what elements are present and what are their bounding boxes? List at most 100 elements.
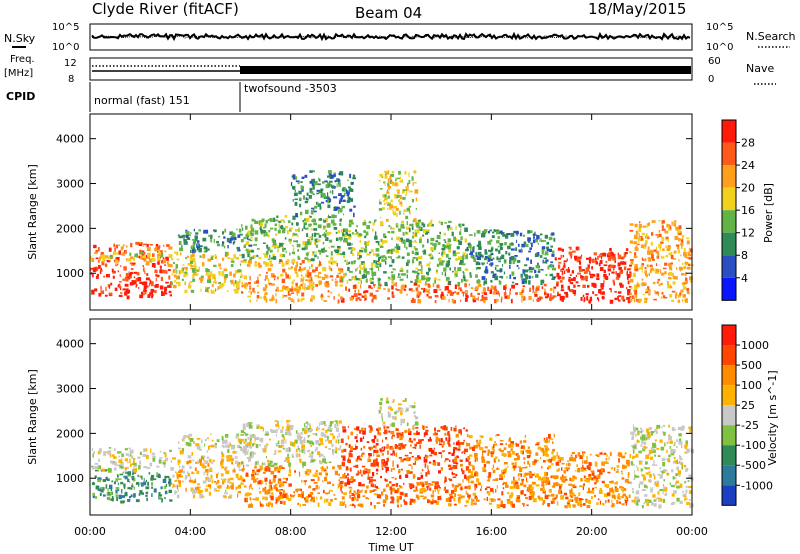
heatmap-cell-region-13 bbox=[591, 266, 593, 270]
heatmap-cell-region-12 bbox=[544, 251, 549, 256]
heatmap-cell-region-5 bbox=[255, 444, 259, 449]
heatmap-cell-region-2 bbox=[188, 460, 192, 464]
heatmap-cell-region-9 bbox=[396, 236, 401, 241]
heatmap-cell-region-9 bbox=[359, 239, 361, 243]
heatmap-cell-region-14 bbox=[669, 285, 673, 289]
heatmap-cell-region-0 bbox=[125, 272, 128, 277]
heatmap-cell-region-4 bbox=[310, 499, 313, 502]
heatmap-cell-region-8 bbox=[360, 284, 362, 289]
heatmap-cell-region-0 bbox=[109, 292, 113, 296]
heatmap-cell-region-7 bbox=[300, 181, 303, 183]
heatmap-cell-region-7 bbox=[411, 465, 413, 470]
heatmap-cell-region-4 bbox=[259, 503, 263, 507]
heatmap-cell-region-4 bbox=[232, 241, 235, 245]
heatmap-cell-region-9 bbox=[405, 231, 408, 235]
heatmap-cell-region-7 bbox=[370, 462, 374, 465]
heatmap-cell-region-14 bbox=[643, 282, 647, 286]
heatmap-cell-region-11 bbox=[511, 284, 515, 289]
heatmap-cell-region-9 bbox=[461, 278, 463, 283]
heatmap-cell-region-6 bbox=[430, 494, 435, 498]
heatmap-cell-region-4 bbox=[247, 238, 251, 241]
heatmap-cell-region-5 bbox=[318, 443, 321, 446]
heatmap-cell-region-10 bbox=[515, 481, 519, 485]
heatmap-cell-region-5 bbox=[270, 464, 275, 468]
heatmap-cell-region-12 bbox=[509, 259, 512, 265]
heatmap-cell-region-4 bbox=[264, 467, 268, 472]
heatmap-cell-region-12 bbox=[527, 230, 531, 234]
heatmap-cell-region-6 bbox=[432, 490, 434, 494]
heatmap-cell-region-7 bbox=[377, 465, 380, 468]
heatmap-cell-region-7 bbox=[404, 454, 409, 457]
heatmap-cell-region-2 bbox=[185, 487, 187, 492]
heatmap-cell-region-6 bbox=[279, 253, 283, 257]
heatmap-cell-region-4 bbox=[312, 488, 316, 491]
heatmap-cell-region-7 bbox=[429, 454, 433, 457]
heatmap-cell-region-6 bbox=[335, 249, 339, 254]
heatmap-cell-region-10 bbox=[396, 189, 399, 192]
heatmap-cell-region-6 bbox=[243, 244, 246, 248]
heatmap-cell-region-5 bbox=[286, 423, 289, 428]
heatmap-cell-region-9 bbox=[551, 493, 555, 497]
heatmap-cell-region-7 bbox=[294, 201, 298, 206]
heatmap-cell-region-5 bbox=[312, 433, 317, 435]
heatmap-cell-region-9 bbox=[359, 249, 363, 253]
heatmap-cell-region-10 bbox=[492, 479, 497, 481]
heatmap-cell-region-9 bbox=[429, 261, 431, 264]
heatmap-cell-region-14 bbox=[656, 268, 660, 273]
heatmap-cell-region-5 bbox=[309, 429, 313, 432]
heatmap-cell-region-6 bbox=[271, 245, 275, 248]
heatmap-cell-region-10 bbox=[378, 180, 381, 182]
heatmap-cell-region-14 bbox=[629, 251, 632, 254]
heatmap-cell-region-14 bbox=[658, 230, 661, 233]
heatmap-cell-region-11 bbox=[621, 455, 626, 459]
heatmap-cell-region-10 bbox=[529, 475, 533, 479]
heatmap-cell-region-9 bbox=[405, 226, 410, 230]
heatmap-cell-region-11 bbox=[601, 480, 605, 484]
heatmap-cell-region-4 bbox=[323, 469, 327, 472]
heatmap-cell-region-10 bbox=[407, 182, 409, 187]
heatmap-cell-region-7 bbox=[348, 452, 353, 457]
heatmap-cell-region-6 bbox=[250, 232, 254, 237]
heatmap-cell-region-12 bbox=[539, 239, 541, 242]
heatmap-cell-region-9 bbox=[362, 266, 367, 269]
heatmap-cell-region-6 bbox=[272, 254, 275, 257]
heatmap-cell-region-13 bbox=[564, 291, 568, 295]
heatmap-cell-region-5 bbox=[337, 439, 340, 444]
heatmap-cell-region-8 bbox=[377, 286, 381, 290]
heatmap-cell-region-14 bbox=[647, 250, 651, 255]
heatmap-cell-region-7 bbox=[449, 444, 451, 448]
heatmap-cell-region-10 bbox=[476, 439, 478, 444]
heatmap-cell-region-12 bbox=[550, 245, 553, 248]
heatmap-cell-region-7 bbox=[328, 173, 332, 176]
heatmap-cell-region-7 bbox=[417, 455, 420, 460]
heatmap-cell-region-5 bbox=[276, 428, 278, 431]
heatmap-cell-region-14 bbox=[655, 246, 658, 251]
heatmap-cell-region-12 bbox=[505, 251, 508, 255]
heatmap-cell-region-7 bbox=[377, 430, 380, 435]
heatmap-cell-region-2 bbox=[204, 488, 209, 492]
heatmap-cell-region-4 bbox=[279, 481, 283, 484]
heatmap-cell-region-1 bbox=[118, 451, 122, 454]
heatmap-cell-region-1 bbox=[152, 253, 155, 257]
heatmap-cell-region-5 bbox=[312, 285, 315, 289]
heatmap-cell-region-1 bbox=[139, 451, 142, 456]
heatmap-cell-region-11 bbox=[614, 482, 618, 485]
heatmap-cell-region-12 bbox=[488, 230, 491, 234]
heatmap-cell-region-3 bbox=[196, 269, 200, 272]
heatmap-cell-region-5 bbox=[263, 296, 267, 300]
heatmap-cell-region-7 bbox=[420, 474, 424, 479]
heatmap-cell-region-7 bbox=[342, 455, 346, 458]
heatmap-cell-region-0 bbox=[95, 485, 100, 490]
heatmap-cell-region-12 bbox=[494, 275, 499, 281]
heatmap-cell-region-0 bbox=[107, 478, 110, 481]
heatmap-cell-region-7 bbox=[312, 185, 315, 190]
heatmap-cell-region-8 bbox=[446, 294, 448, 296]
heatmap-cell-region-9 bbox=[441, 251, 443, 257]
heatmap-cell-region-11 bbox=[585, 475, 587, 480]
heatmap-cell-region-11 bbox=[532, 287, 535, 292]
heatmap-cell-region-9 bbox=[379, 246, 384, 248]
heatmap-cell-region-12 bbox=[537, 270, 541, 273]
heatmap-cell-region-8 bbox=[400, 285, 404, 290]
heatmap-cell-region-2 bbox=[203, 459, 205, 462]
heatmap-cell-region-6 bbox=[246, 233, 249, 237]
